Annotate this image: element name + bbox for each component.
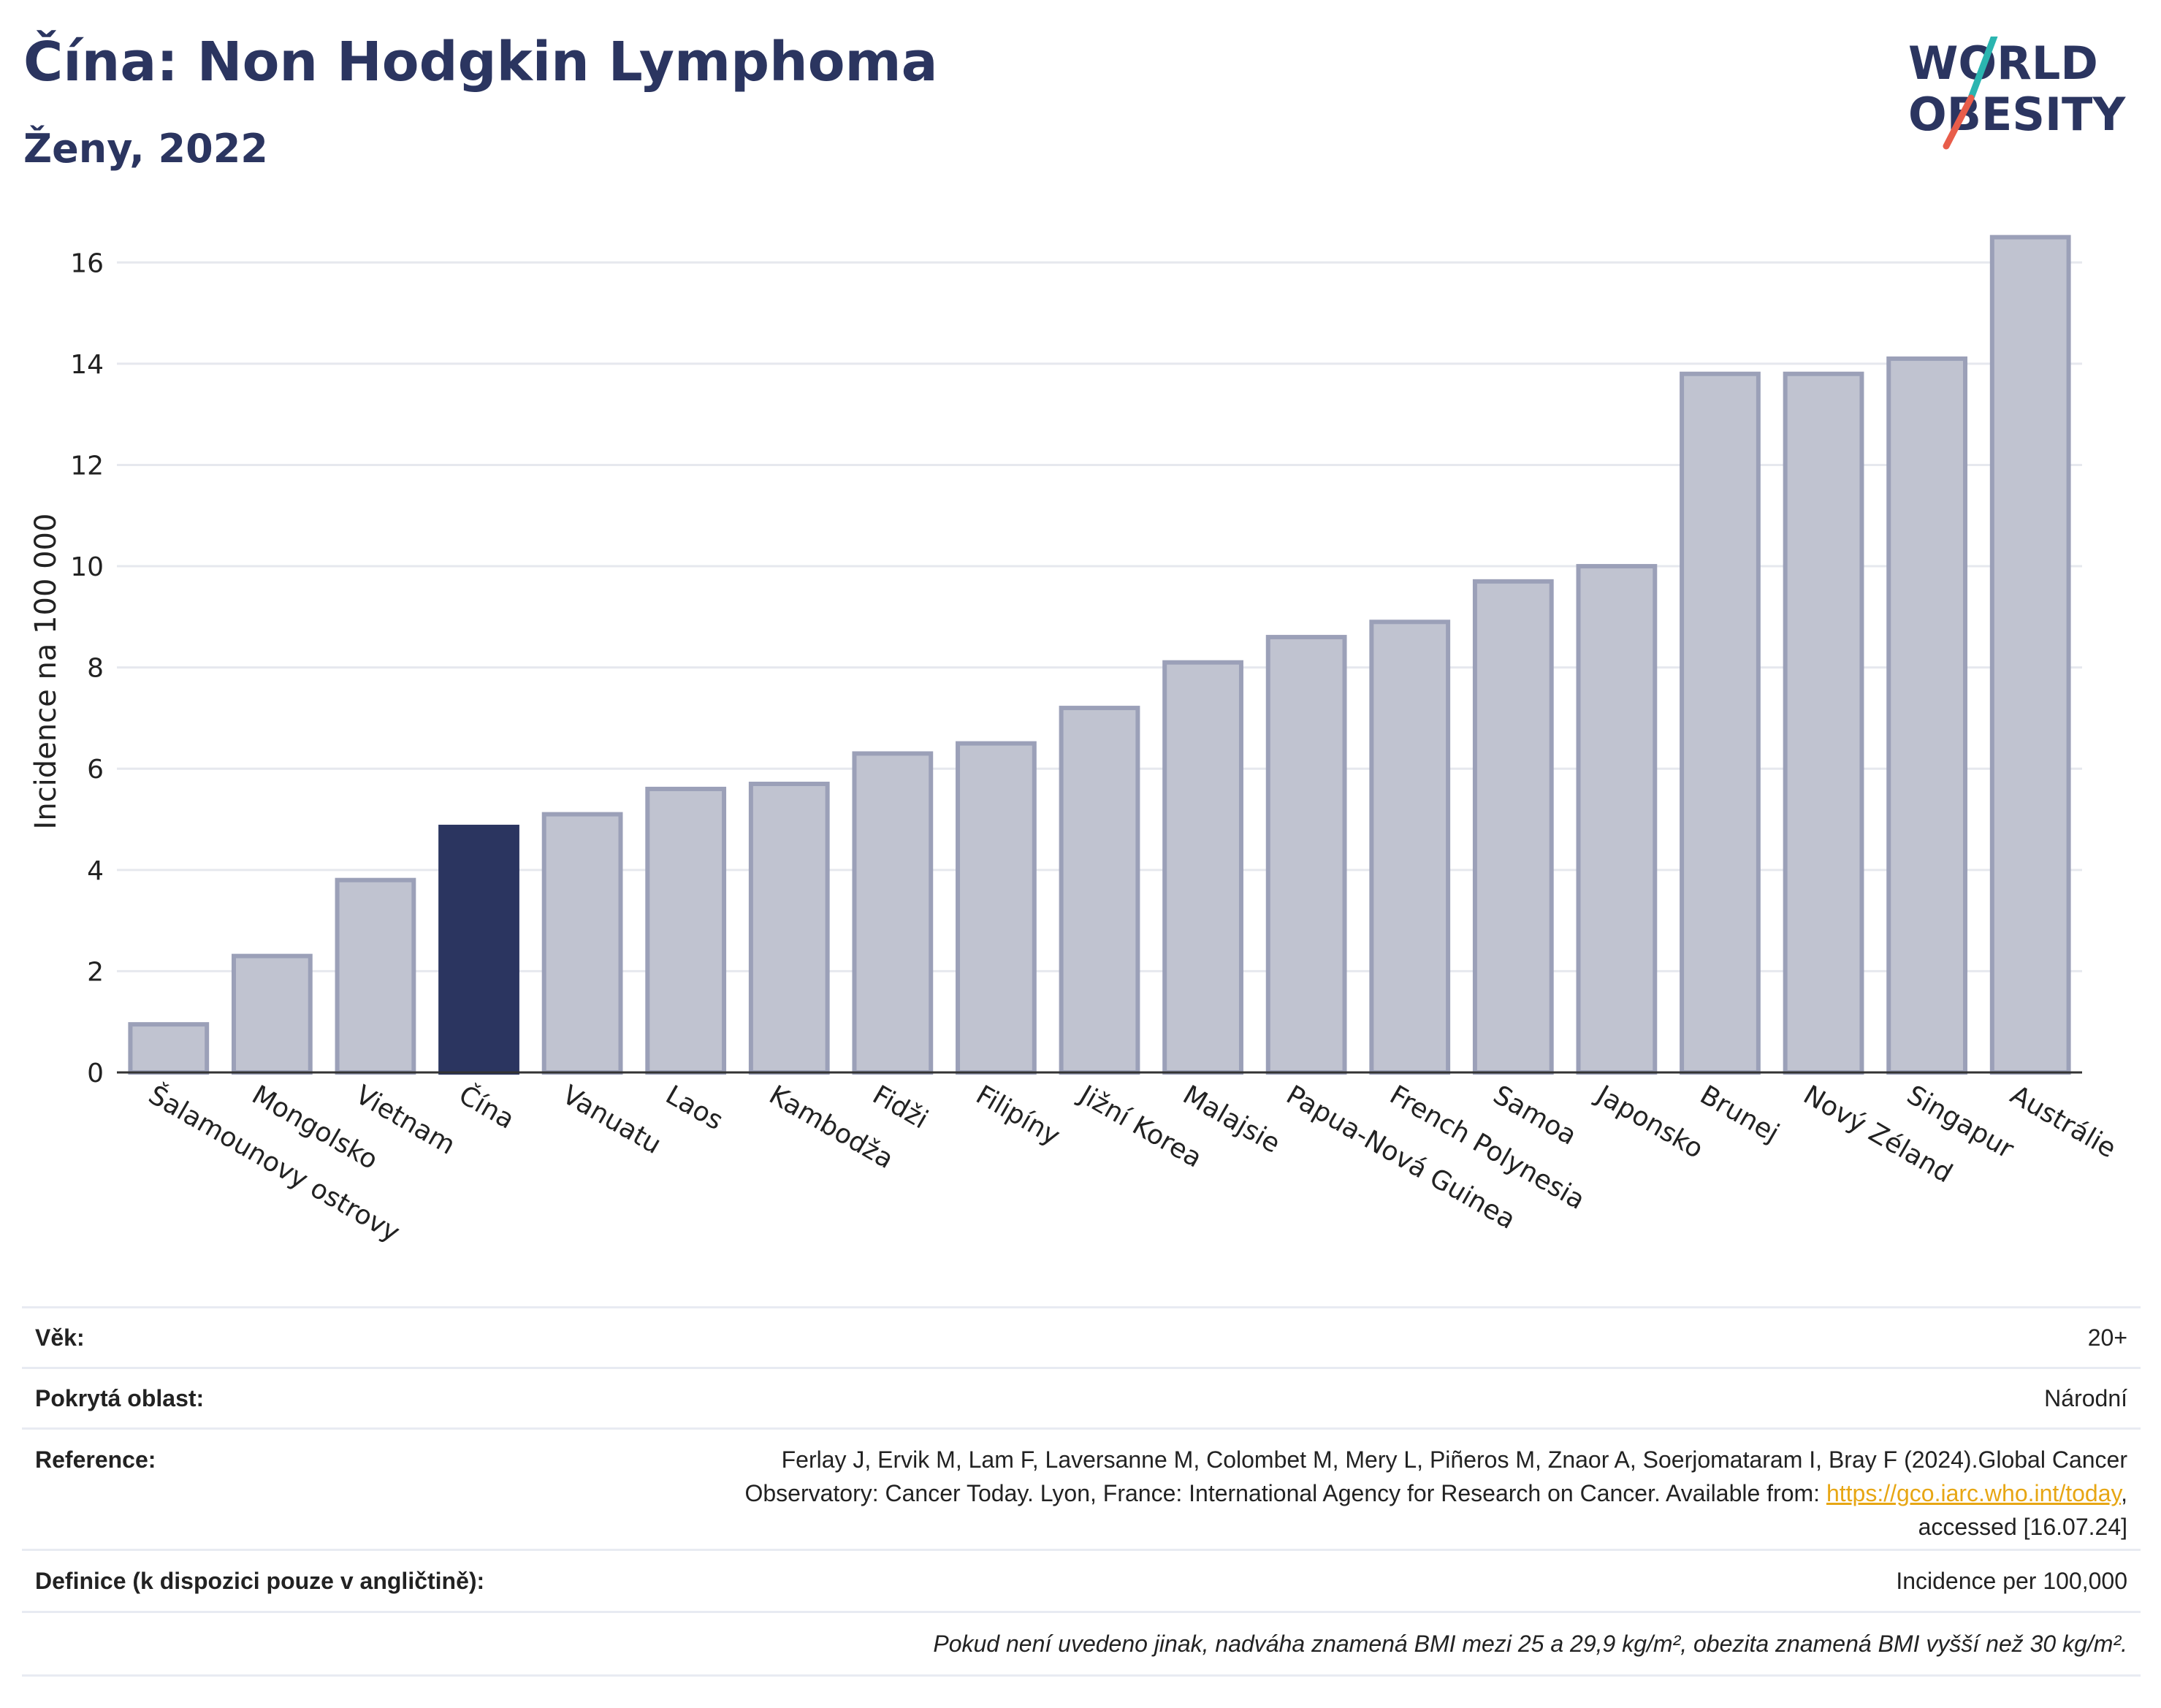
age-label: Věk:	[35, 1324, 85, 1351]
bar-highlight	[438, 824, 519, 1075]
bar	[1162, 660, 1243, 1075]
x-tick-label: Laos	[660, 1080, 728, 1136]
y-tick-label: 8	[87, 654, 104, 684]
info-row-age: Věk: 20+	[22, 1306, 2141, 1367]
y-tick-label: 10	[70, 552, 104, 582]
definition-value: Incidence per 100,000	[1896, 1568, 2127, 1594]
bar	[1369, 619, 1451, 1075]
reference-line-2-post: ,	[2121, 1480, 2127, 1506]
reference-line-1: Ferlay J, Ervik M, Lam F, Laversanne M, …	[781, 1446, 2127, 1473]
info-row-note: Pokud není uvedeno jinak, nadváha znamen…	[22, 1611, 2141, 1677]
bar	[1989, 235, 2071, 1075]
bar	[748, 782, 830, 1075]
bar	[956, 741, 1037, 1075]
x-tick-label: Fidži	[867, 1080, 933, 1135]
bar	[645, 786, 727, 1075]
bar	[1886, 356, 1968, 1075]
bar	[335, 877, 416, 1075]
y-tick-label: 12	[70, 451, 104, 481]
logo-slash-bottom	[1943, 94, 1975, 150]
bar	[1783, 371, 1864, 1075]
reference-label: Reference:	[35, 1446, 156, 1473]
world-obesity-logo: WORLD OBESITY	[1908, 37, 2126, 150]
bar	[128, 1022, 210, 1075]
bars	[128, 235, 2071, 1075]
page-subtitle: Ženy, 2022	[23, 126, 268, 172]
reference-link[interactable]: https://gco.iarc.who.int/today	[1826, 1480, 2122, 1506]
page-title: Čína: Non Hodgkin Lymphoma	[23, 31, 938, 94]
age-value: 20+	[2087, 1324, 2127, 1351]
info-row-definition: Definice (k dispozici pouze v angličtině…	[22, 1549, 2141, 1611]
bar	[1680, 371, 1761, 1075]
bar	[1472, 579, 1554, 1075]
bar	[1576, 564, 1658, 1075]
x-tick-label: Austrálie	[2005, 1080, 2121, 1164]
area-label: Pokrytá oblast:	[35, 1385, 205, 1411]
x-tick-label: Japonsko	[1590, 1079, 1708, 1164]
area-value: Národní	[2044, 1385, 2127, 1411]
y-tick-label: 16	[70, 248, 104, 278]
logo-text-world: WORLD	[1908, 37, 2098, 90]
reference-value: Ferlay J, Ervik M, Lam F, Laversanne M, …	[744, 1443, 2141, 1549]
x-tick-label: Čína	[454, 1079, 519, 1135]
logo-slash-top	[1967, 37, 1998, 102]
y-tick-label: 0	[87, 1059, 104, 1089]
info-row-reference: Reference: Ferlay J, Ervik M, Lam F, Lav…	[22, 1427, 2141, 1549]
x-tick-label: Vanuatu	[557, 1080, 666, 1160]
bar	[852, 751, 934, 1075]
bar	[1265, 635, 1347, 1075]
bar	[1059, 706, 1140, 1075]
logo-text-obesity: OBESITY	[1908, 88, 2126, 141]
info-row-area: Pokrytá oblast: Národní	[22, 1367, 2141, 1427]
bar	[231, 953, 313, 1075]
definition-label: Definice (k dispozici pouze v angličtině…	[35, 1568, 485, 1594]
y-tick-label: 2	[87, 957, 104, 987]
y-tick-label: 14	[70, 350, 104, 380]
reference-line-3: accessed [16.07.24]	[1918, 1514, 2127, 1540]
y-tick-label: 4	[87, 856, 104, 886]
x-tick-label: Filipíny	[971, 1080, 1065, 1151]
y-axis-title: Incidence na 100 000	[29, 514, 63, 830]
reference-line-2-pre: Observatory: Cancer Today. Lyon, France:…	[744, 1480, 1826, 1506]
bar-chart: 0 2 4 6 8 10 12 14 16 Šalamounovy ostrovyMongols…	[29, 235, 2121, 1248]
info-table: Věk: 20+ Pokrytá oblast: Národní Referen…	[22, 1306, 2141, 1677]
bar	[541, 812, 623, 1075]
y-tick-label: 6	[87, 755, 104, 785]
bmi-note: Pokud není uvedeno jinak, nadváha znamen…	[933, 1631, 2127, 1657]
y-tick-labels: 0 2 4 6 8 10 12 14 16	[70, 248, 104, 1089]
